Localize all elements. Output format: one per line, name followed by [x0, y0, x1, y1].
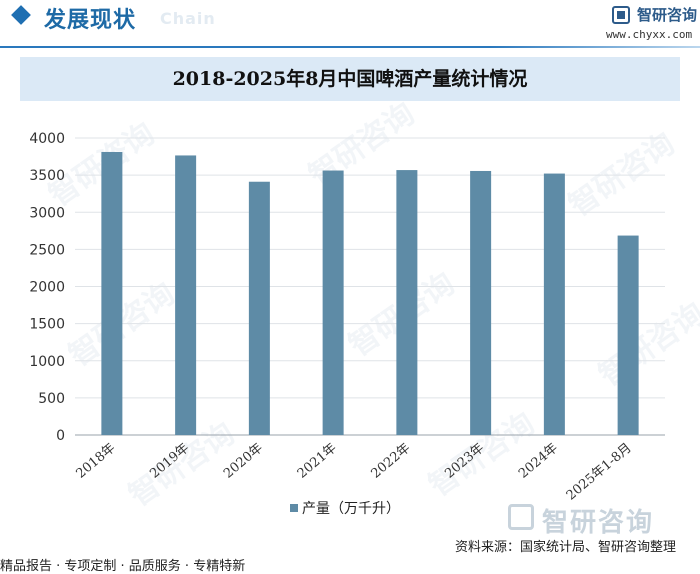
x-tick-label: 2023年: [442, 441, 487, 482]
x-tick-label: 2020年: [221, 441, 266, 482]
chart-title: 2018-2025年8月中国啤酒产量统计情况: [172, 68, 528, 90]
y-tick-label: 1000: [29, 354, 65, 370]
bar: [396, 170, 418, 436]
brand-logo-icon: [612, 6, 630, 24]
y-tick-label: 3000: [29, 205, 65, 221]
y-tick-label: 3500: [29, 168, 65, 184]
header-bar: 发展现状 Chain 智研咨询 www.chyxx.com: [0, 0, 700, 41]
legend-swatch: [290, 504, 298, 512]
section-title: 发展现状: [44, 8, 137, 33]
chart-title-bar: 2018-2025年8月中国啤酒产量统计情况: [20, 57, 680, 101]
bar: [543, 173, 565, 436]
bar: [617, 235, 639, 435]
section-subtitle: Chain: [160, 9, 216, 28]
data-source: 资料来源：国家统计局、智研咨询整理: [455, 540, 677, 555]
legend-label: 产量（万千升）: [302, 501, 400, 517]
y-tick-label: 1500: [29, 317, 65, 333]
header-divider: [0, 46, 700, 48]
x-tick-label: 2025年1-8月: [564, 441, 635, 504]
x-tick-label: 2024年: [516, 441, 561, 482]
y-tick-label: 0: [56, 428, 65, 444]
brand-url: www.chyxx.com: [606, 28, 693, 41]
source-brand: 智研咨询: [542, 508, 655, 538]
y-tick-label: 2000: [29, 280, 65, 296]
footer-tagline: 精品报告 · 专项定制 · 品质服务 · 专精特新: [0, 559, 246, 574]
y-tick-label: 2500: [29, 242, 65, 258]
bar: [322, 170, 344, 436]
x-tick-label: 2021年: [295, 441, 340, 482]
bar: [470, 170, 492, 436]
source-logo-icon: [508, 504, 534, 530]
y-tick-label: 500: [38, 391, 65, 407]
x-tick-label: 2022年: [368, 441, 413, 482]
x-tick-label: 2019年: [147, 441, 192, 482]
brand-name: 智研咨询: [637, 6, 698, 24]
bar: [175, 155, 197, 436]
bar: [101, 151, 123, 436]
bar: [248, 181, 270, 435]
y-tick-label: 4000: [29, 131, 65, 147]
x-tick-label: 2018年: [73, 441, 118, 482]
